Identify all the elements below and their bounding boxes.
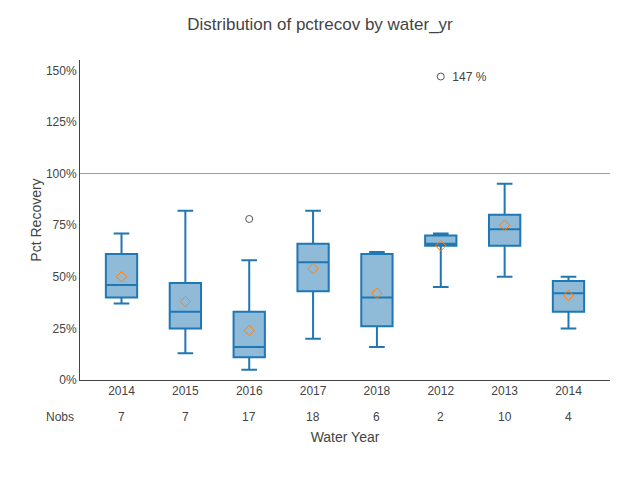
svg-text:2017: 2017 bbox=[300, 384, 327, 398]
svg-text:0%: 0% bbox=[59, 373, 77, 387]
svg-text:18: 18 bbox=[306, 410, 320, 424]
svg-text:75%: 75% bbox=[53, 218, 77, 232]
svg-text:2018: 2018 bbox=[364, 384, 391, 398]
svg-text:2016: 2016 bbox=[236, 384, 263, 398]
svg-text:25%: 25% bbox=[53, 322, 77, 336]
svg-text:17: 17 bbox=[242, 410, 256, 424]
svg-text:147 %: 147 % bbox=[449, 70, 487, 84]
svg-text:Distribution of pctrecov by wa: Distribution of pctrecov by water_yr bbox=[187, 15, 453, 34]
svg-text:4: 4 bbox=[565, 410, 572, 424]
svg-text:2012: 2012 bbox=[427, 384, 454, 398]
svg-text:150%: 150% bbox=[46, 64, 77, 78]
svg-text:100%: 100% bbox=[46, 167, 77, 181]
svg-text:2013: 2013 bbox=[491, 384, 518, 398]
svg-text:Water Year: Water Year bbox=[311, 429, 380, 445]
svg-text:2014: 2014 bbox=[555, 384, 582, 398]
svg-text:50%: 50% bbox=[53, 270, 77, 284]
svg-text:Nobs: Nobs bbox=[46, 410, 74, 424]
svg-text:2: 2 bbox=[437, 410, 444, 424]
svg-text:10: 10 bbox=[498, 410, 512, 424]
svg-text:7: 7 bbox=[182, 410, 189, 424]
svg-text:Pct Recovery: Pct Recovery bbox=[28, 178, 44, 261]
svg-text:2014: 2014 bbox=[108, 384, 135, 398]
svg-text:125%: 125% bbox=[46, 115, 77, 129]
svg-text:7: 7 bbox=[118, 410, 125, 424]
svg-text:6: 6 bbox=[373, 410, 380, 424]
svg-text:2015: 2015 bbox=[172, 384, 199, 398]
